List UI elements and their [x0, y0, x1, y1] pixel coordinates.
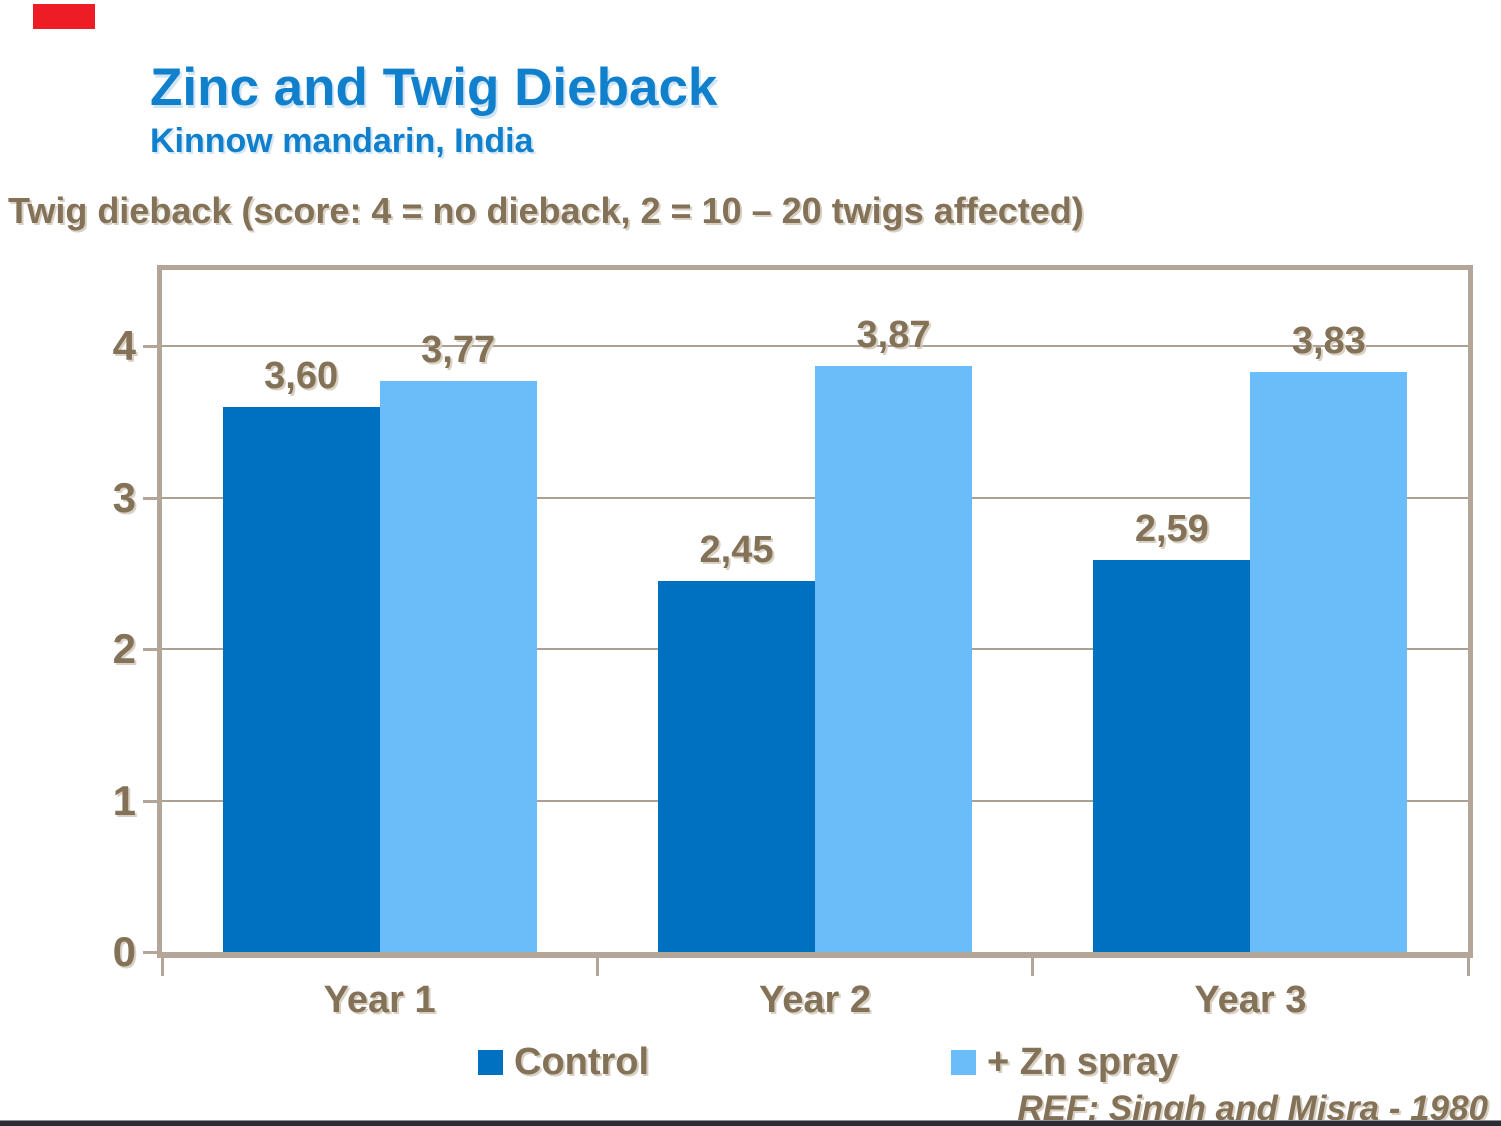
title-block: Zinc and Twig Dieback Kinnow mandarin, I… [150, 60, 717, 161]
y-tick-label-4: 4 [112, 322, 136, 369]
legend: Control + Zn spray [0, 1040, 1501, 1084]
legend-label-control: Control [514, 1040, 650, 1083]
legend-swatch--zn-spray [951, 1049, 976, 1075]
bar-value-label-2-1: 2,45 [699, 528, 774, 571]
x-boundary-tick-2 [1031, 958, 1035, 976]
x-boundary-tick-0 [160, 958, 164, 976]
y-tick-mark-0 [143, 951, 162, 954]
y-tick-mark-4 [143, 345, 162, 348]
x-axis-label-3: Year 3 [1194, 979, 1307, 1021]
bar-value-label-3-2: 3,83 [1291, 319, 1366, 362]
legend-item-control: Control [478, 1040, 649, 1084]
reference-note: REF: Singh and Misra - 1980 [1017, 1089, 1488, 1126]
x-boundary-tick-3 [1466, 958, 1470, 976]
bottom-divider-bar [0, 1120, 1501, 1126]
x-axis-label-1: Year 1 [323, 979, 436, 1021]
y-tick-label-0: 0 [112, 928, 136, 975]
y-tick-label-2: 2 [112, 625, 136, 672]
red-marker [33, 4, 95, 29]
bar-value-label-3-1: 2,59 [1134, 507, 1209, 550]
legend-swatch-control [478, 1049, 503, 1075]
gridline-4 [162, 345, 1468, 347]
bar-control-3 [1093, 559, 1251, 952]
y-tick-label-1: 1 [112, 776, 136, 824]
y-tick-mark-2 [143, 648, 162, 651]
x-boundary-tick-1 [595, 958, 599, 976]
bar-value-label-1-1: 3,60 [264, 354, 339, 397]
y-tick-mark-3 [143, 496, 162, 500]
bar-control-1 [222, 406, 380, 952]
page-subtitle: Kinnow mandarin, India [150, 121, 534, 160]
bar--zn-spray-2 [815, 365, 972, 952]
y-tick-mark-1 [143, 799, 162, 803]
bar-control-2 [658, 580, 815, 952]
y-tick-label-3: 3 [112, 473, 136, 521]
page-title: Zinc and Twig Dieback [150, 58, 718, 117]
legend-label--zn-spray: + Zn spray [987, 1040, 1179, 1083]
legend-item--zn-spray: + Zn spray [951, 1040, 1178, 1084]
bar-value-label-1-2: 3,77 [421, 328, 496, 371]
x-axis-label-2: Year 2 [759, 979, 871, 1021]
axis-title: Twig dieback (score: 4 = no dieback, 2 =… [8, 190, 1084, 231]
bar-value-label-2-2: 3,87 [856, 313, 931, 356]
bar--zn-spray-3 [1250, 371, 1408, 952]
bar--zn-spray-1 [379, 380, 537, 952]
